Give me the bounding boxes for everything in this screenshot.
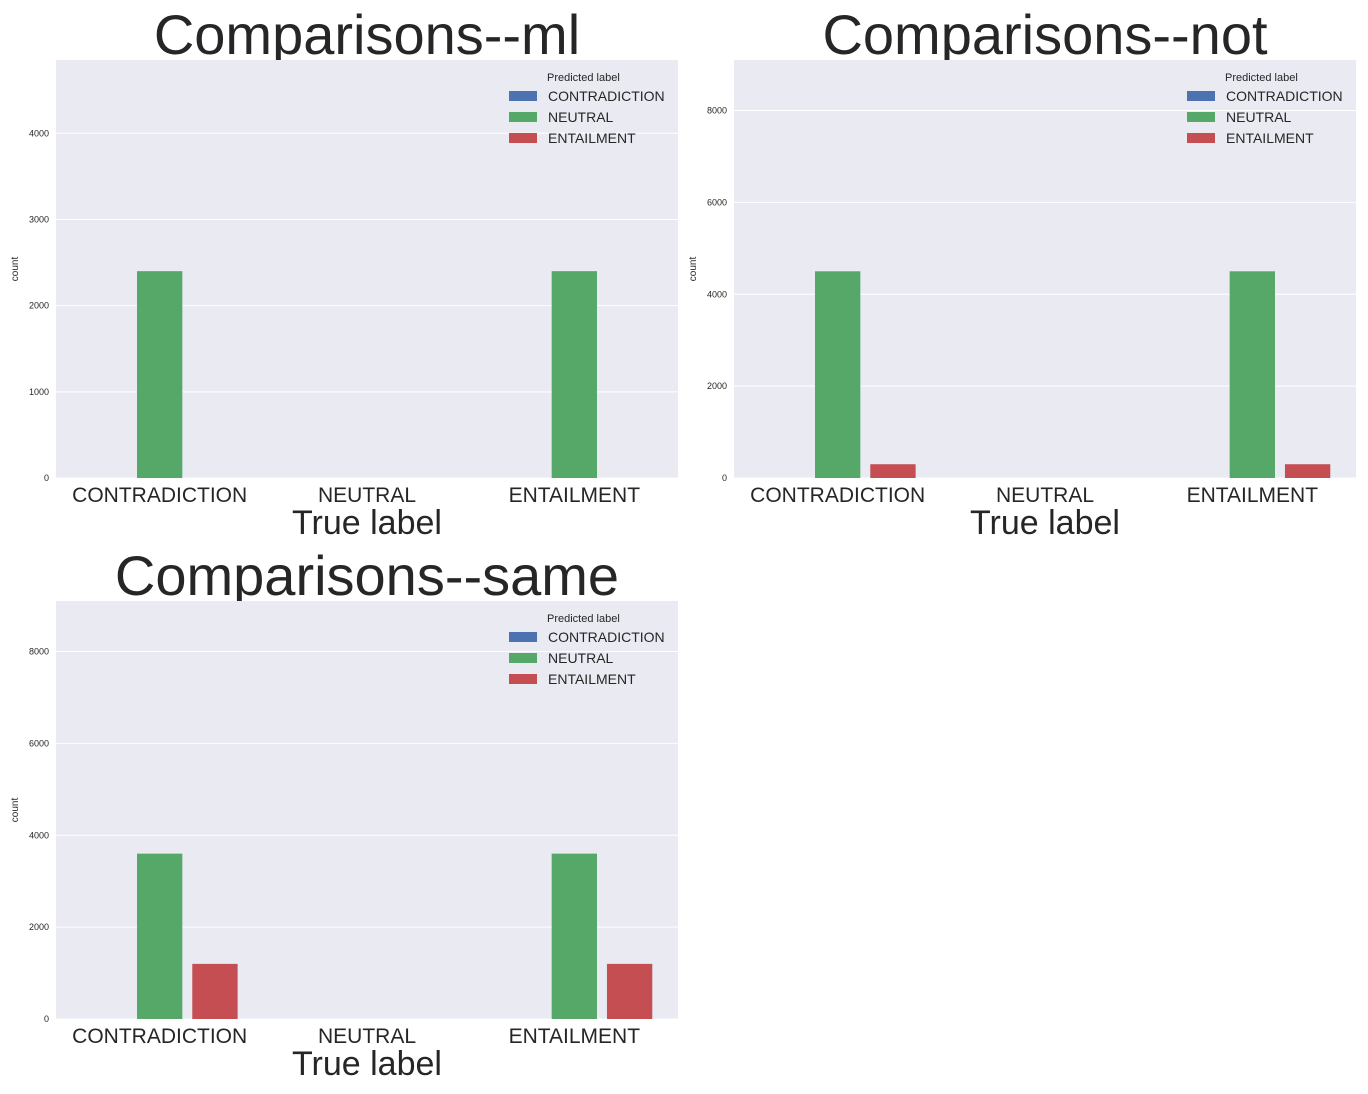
bar-entailment-entailment [1284,464,1331,478]
y-tick-label: 6000 [29,738,49,748]
bar-entailment-entailment [606,963,653,1019]
bar-neutral-contradiction [814,271,861,478]
x-tick-label: CONTRADICTION [72,1025,247,1048]
x-axis-label: True label [292,1045,442,1083]
chart-title: Comparisons--ml [154,3,580,66]
x-tick-label: ENTAILMENT [509,484,641,507]
bar-neutral-contradiction [136,271,183,478]
legend: Predicted label CONTRADICTION NEUTRAL ENTAI… [509,72,665,146]
legend-swatch-neutral [509,653,537,663]
legend-title: Predicted label [1225,72,1298,84]
y-tick-label: 2000 [707,381,727,391]
bar-neutral-entailment [1229,271,1276,478]
y-tick-label: 4000 [707,289,727,299]
x-tick-label: CONTRADICTION [750,484,925,507]
x-tick-label: ENTAILMENT [1187,484,1319,507]
y-tick-label: 1000 [29,387,49,397]
chart-panel-1: Comparisons--ml 0 1000 2000 3000 4000 count CON… [10,3,678,542]
y-axis-label: count [10,257,21,282]
y-tick-label: 8000 [707,106,727,116]
legend-label-neutral: NEUTRAL [548,650,614,666]
y-tick-label: 2000 [29,922,49,932]
legend-swatch-entailment [1187,133,1215,143]
bar-neutral-entailment [551,853,598,1019]
bar-neutral-entailment [551,271,598,478]
chart-title: Comparisons--not [822,3,1267,66]
y-tick-label: 4000 [29,830,49,840]
legend-label-neutral: NEUTRAL [548,109,614,125]
legend-label-contradiction: CONTRADICTION [1226,88,1343,104]
legend-swatch-neutral [509,112,537,122]
legend-swatch-contradiction [509,632,537,642]
y-tick-label: 0 [44,473,49,483]
y-axis-label: count [688,257,699,282]
legend-label-entailment: ENTAILMENT [1226,130,1314,146]
chart-title: Comparisons--same [115,544,619,607]
legend-swatch-neutral [1187,112,1215,122]
y-tick-label: 2000 [29,301,49,311]
legend-swatch-entailment [509,133,537,143]
chart-panel-3: Comparisons--same 0 2000 4000 6000 8000 count C… [10,544,678,1083]
y-tick-label: 0 [722,473,727,483]
legend-label-entailment: ENTAILMENT [548,671,636,687]
x-axis-label: True label [970,504,1120,542]
legend-label-entailment: ENTAILMENT [548,130,636,146]
legend-swatch-contradiction [1187,91,1215,101]
x-tick-label: ENTAILMENT [509,1025,641,1048]
legend-label-contradiction: CONTRADICTION [548,629,665,645]
legend-label-contradiction: CONTRADICTION [548,88,665,104]
bar-entailment-contradiction [192,963,238,1019]
legend: Predicted label CONTRADICTION NEUTRAL ENTAI… [509,613,665,687]
bar-neutral-contradiction [136,853,183,1019]
legend-swatch-entailment [509,674,537,684]
y-axis-label: count [10,798,21,823]
legend-label-neutral: NEUTRAL [1226,109,1292,125]
chart-panel-2: Comparisons--not 0 2000 4000 6000 8000 count CO… [688,3,1356,542]
bar-entailment-contradiction [870,464,916,478]
x-tick-label: CONTRADICTION [72,484,247,507]
y-tick-label: 3000 [29,214,49,224]
legend-swatch-contradiction [509,91,537,101]
y-tick-label: 0 [44,1014,49,1024]
y-tick-label: 8000 [29,647,49,657]
legend: Predicted label CONTRADICTION NEUTRAL ENTAI… [1187,72,1343,146]
x-tick-label: NEUTRAL [996,484,1094,507]
x-tick-label: NEUTRAL [318,1025,416,1048]
y-tick-label: 6000 [707,197,727,207]
x-tick-label: NEUTRAL [318,484,416,507]
legend-title: Predicted label [547,72,620,84]
y-tick-label: 4000 [29,128,49,138]
legend-title: Predicted label [547,613,620,625]
x-axis-label: True label [292,504,442,542]
